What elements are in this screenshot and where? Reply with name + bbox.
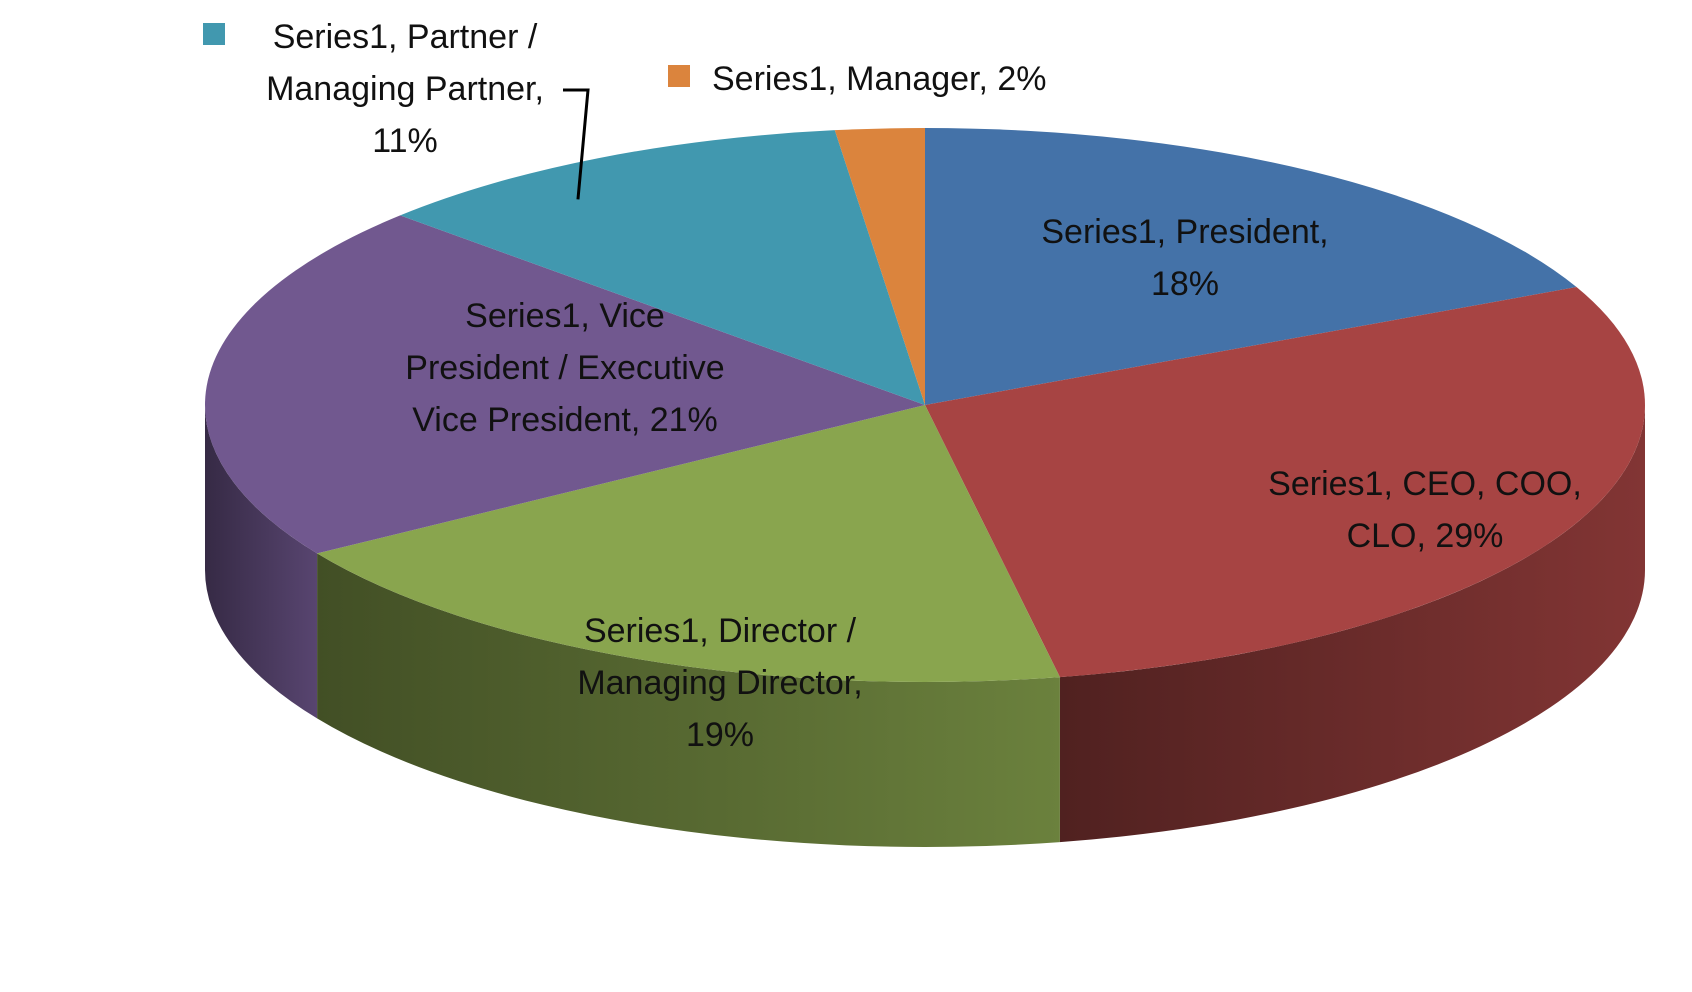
leader-line-partner-managing-partner [563, 88, 590, 200]
data-label-line: 19% [686, 716, 754, 754]
pie-side-ceo-coo-clo [1059, 405, 1646, 843]
data-label-line: President / Executive [405, 349, 724, 387]
pie-sides [205, 405, 1646, 847]
data-label-president: Series1, President, 18% [1041, 213, 1328, 303]
data-label-line: Vice President, 21% [412, 401, 718, 439]
data-label-line: Series1, Director / [584, 612, 857, 650]
pie-slices [204, 128, 1645, 682]
data-label-manager: Series1, Manager, 2% [668, 60, 1047, 98]
data-label-line: Managing Partner, [266, 70, 544, 108]
data-label-line: Series1, Partner / [273, 18, 538, 56]
data-label-line: Managing Director, [577, 664, 862, 702]
pie-slice-ceo-coo-clo [925, 287, 1645, 678]
data-label-line: 11% [372, 122, 438, 160]
pie-side-director-managing-director [317, 553, 1060, 847]
pie-side-vice-president-executive-vice-president [205, 405, 318, 719]
data-label-line: Series1, CEO, COO, [1268, 465, 1582, 503]
data-label-line: Series1, President, [1041, 213, 1328, 251]
data-label-line: Series1, Vice [465, 297, 665, 335]
data-label-line: CLO, 29% [1347, 517, 1504, 555]
data-label-partner-managing-partner: Series1, Partner / Managing Partner, 11% [203, 18, 544, 160]
data-label-director-managing-director: Series1, Director / Managing Director, 19% [577, 612, 862, 754]
data-label-line: Series1, Manager, 2% [712, 60, 1047, 98]
legend-key-partner-managing-partner [203, 23, 225, 45]
pie-slice-director-managing-director [317, 405, 1060, 682]
pie-slice-partner-managing-partner [400, 130, 925, 405]
data-labels: Series1, President, 18% Series1, CEO, COO,… [203, 18, 1582, 754]
data-label-ceo-coo-clo: Series1, CEO, COO, CLO, 29% [1268, 465, 1582, 555]
pie-slice-president [925, 128, 1577, 405]
legend-key-manager [668, 65, 690, 87]
data-label-vice-president-executive-vice-president: Series1, Vice President / Executive Vice P… [405, 297, 724, 439]
leader-lines [563, 88, 590, 200]
data-label-line: 18% [1151, 265, 1219, 303]
pie-slice-vice-president-executive-vice-president [204, 215, 925, 554]
pie-slice-manager [834, 128, 925, 405]
